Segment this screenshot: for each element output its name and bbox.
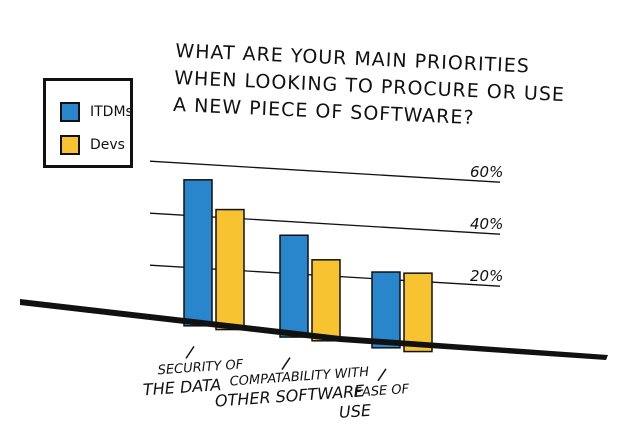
x-tick-0 <box>185 345 195 359</box>
x-axis-baseline <box>20 299 608 360</box>
x-tick-2 <box>377 368 387 382</box>
x-category-label-2-line-0: EASE OF <box>353 382 410 401</box>
bar-itdms-2 <box>371 271 401 349</box>
legend-label-itdms: ITDMs <box>90 104 133 120</box>
y-tick-label-40: 40% <box>470 215 503 233</box>
legend-item-devs: Devs <box>60 134 125 156</box>
x-category-label-0-line-1: THE DATA <box>142 375 221 399</box>
legend-swatch-devs <box>60 135 80 155</box>
bar-itdms-0 <box>183 179 213 327</box>
x-category-label-2: EASE OFUSE <box>337 382 411 422</box>
y-tick-label-20: 20% <box>470 267 503 285</box>
x-category-label-0-line-0: SECURITY OF <box>157 357 244 378</box>
y-tick-label-60: 60% <box>470 163 503 181</box>
bar-itdms-1 <box>279 234 309 338</box>
x-tick-1 <box>281 357 291 371</box>
bar-devs-0 <box>215 208 245 331</box>
legend-label-devs: Devs <box>90 137 125 153</box>
legend-item-itdms: ITDMs <box>60 101 133 123</box>
gridline-60 <box>149 160 501 183</box>
bar-devs-1 <box>311 259 341 342</box>
legend-swatch-itdms <box>60 102 80 122</box>
bar-devs-2 <box>403 272 433 353</box>
legend: ITDMs Devs <box>43 78 133 168</box>
x-category-label-2-line-1: USE <box>338 401 372 422</box>
